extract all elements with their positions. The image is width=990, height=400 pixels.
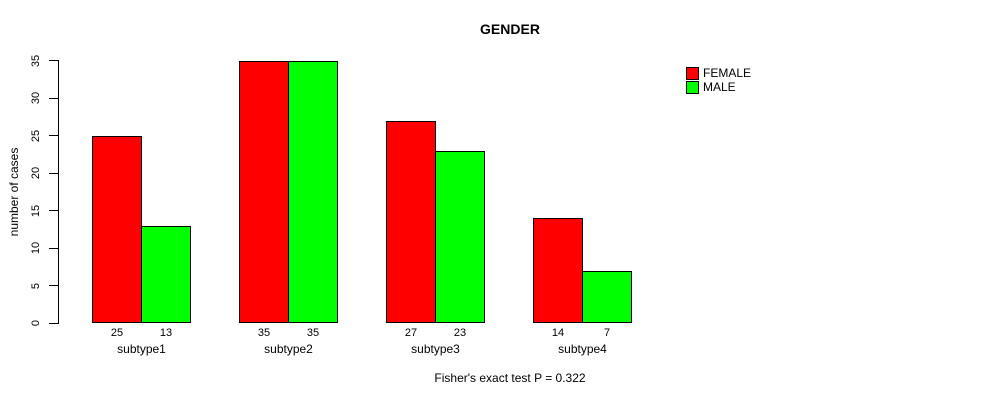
legend-label-female: FEMALE [703, 65, 752, 80]
value-label-male-subtype2: 35 [306, 327, 320, 339]
bar-female-subtype3 [386, 120, 436, 323]
legend-item-male: MALE [686, 80, 751, 94]
bar-female-subtype2 [239, 60, 289, 323]
value-label-female-subtype3: 27 [404, 327, 418, 339]
y-tick-label-0: 0 [30, 319, 42, 327]
y-tick-0 [49, 322, 59, 324]
y-tick-5 [49, 285, 59, 286]
y-tick-label-30: 30 [30, 91, 42, 105]
y-tick-25 [49, 135, 59, 136]
y-tick-30 [49, 97, 59, 99]
legend-swatch-male [686, 80, 699, 94]
category-label-subtype1: subtype1 [117, 342, 166, 356]
fisher-test-caption: Fisher's exact test P = 0.322 [434, 371, 586, 385]
y-tick-10 [49, 247, 59, 249]
y-axis-line [58, 60, 59, 323]
y-tick-label-10: 10 [30, 241, 42, 255]
value-label-female-subtype4: 14 [551, 327, 565, 339]
chart-title: GENDER [480, 21, 540, 37]
bar-male-subtype2 [288, 60, 338, 323]
category-label-subtype3: subtype3 [411, 342, 460, 356]
y-tick-label-25: 25 [30, 129, 42, 142]
y-tick-20 [49, 172, 59, 174]
y-tick-label-5: 5 [30, 282, 42, 289]
category-label-subtype4: subtype4 [558, 342, 607, 356]
y-tick-label-35: 35 [30, 54, 42, 67]
bar-female-subtype4 [533, 218, 583, 323]
y-axis-label: number of cases [7, 147, 21, 237]
bar-male-subtype4 [582, 270, 632, 323]
bar-female-subtype1 [92, 135, 142, 323]
y-tick-label-15: 15 [30, 204, 42, 217]
legend-swatch-female [686, 66, 699, 80]
bar-male-subtype3 [435, 150, 485, 323]
value-label-female-subtype1: 25 [110, 327, 124, 339]
value-label-female-subtype2: 35 [257, 327, 271, 339]
value-label-male-subtype1: 13 [159, 327, 173, 339]
y-tick-label-20: 20 [30, 166, 42, 180]
legend-label-male: MALE [703, 79, 736, 94]
value-label-male-subtype4: 7 [603, 327, 611, 339]
legend: FEMALE MALE [686, 66, 751, 94]
value-label-male-subtype3: 23 [453, 327, 467, 339]
bar-male-subtype1 [141, 225, 191, 323]
y-tick-15 [49, 210, 59, 211]
legend-item-female: FEMALE [686, 66, 751, 80]
category-label-subtype2: subtype2 [264, 342, 313, 356]
y-tick-35 [49, 60, 59, 61]
